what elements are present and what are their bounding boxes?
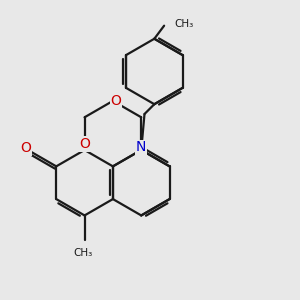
Text: CH₃: CH₃	[174, 19, 193, 29]
Text: O: O	[111, 94, 122, 108]
Text: CH₃: CH₃	[73, 248, 93, 258]
Text: N: N	[136, 140, 146, 154]
Text: O: O	[20, 141, 31, 155]
Text: O: O	[79, 137, 90, 151]
